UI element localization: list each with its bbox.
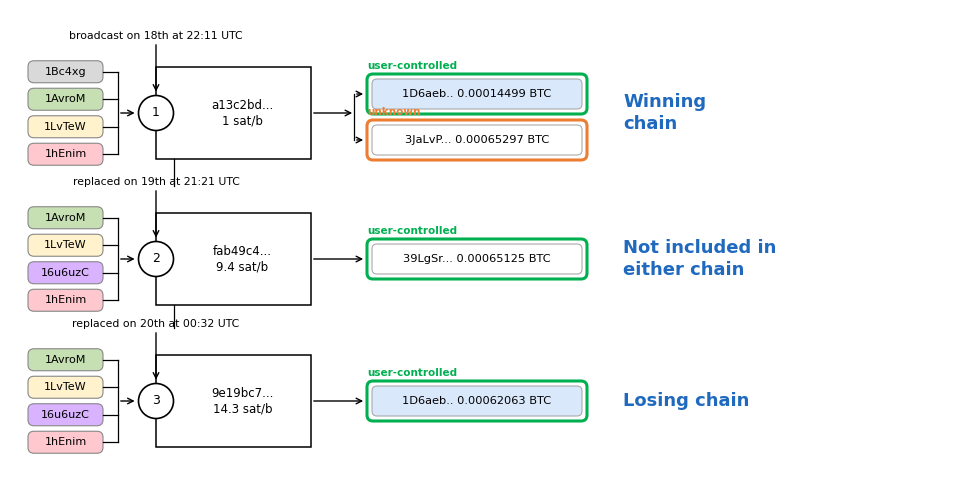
Text: 2: 2 <box>152 253 160 266</box>
Circle shape <box>139 96 173 130</box>
FancyBboxPatch shape <box>28 61 103 83</box>
FancyBboxPatch shape <box>28 143 103 165</box>
Text: 16u6uzC: 16u6uzC <box>41 268 90 278</box>
Text: 1hEnim: 1hEnim <box>44 149 87 159</box>
Text: a13c2bd...
1 sat/b: a13c2bd... 1 sat/b <box>211 99 273 127</box>
Text: unknown: unknown <box>367 107 421 117</box>
FancyBboxPatch shape <box>367 120 587 160</box>
FancyBboxPatch shape <box>28 376 103 398</box>
Text: 1hEnim: 1hEnim <box>44 295 87 305</box>
FancyBboxPatch shape <box>28 404 103 426</box>
FancyBboxPatch shape <box>28 289 103 311</box>
Text: replaced on 20th at 00:32 UTC: replaced on 20th at 00:32 UTC <box>73 319 240 329</box>
FancyBboxPatch shape <box>372 244 582 274</box>
Text: Losing chain: Losing chain <box>623 392 750 410</box>
Text: 1LvTeW: 1LvTeW <box>44 382 87 392</box>
Text: 39LgSr... 0.00065125 BTC: 39LgSr... 0.00065125 BTC <box>403 254 551 264</box>
Text: 1AvroM: 1AvroM <box>45 213 86 223</box>
FancyBboxPatch shape <box>367 381 587 421</box>
FancyBboxPatch shape <box>28 116 103 138</box>
Text: 1hEnim: 1hEnim <box>44 437 87 447</box>
Text: user-controlled: user-controlled <box>367 226 457 236</box>
Bar <box>156 355 311 447</box>
Text: 1AvroM: 1AvroM <box>45 355 86 365</box>
FancyBboxPatch shape <box>28 431 103 453</box>
FancyBboxPatch shape <box>372 125 582 155</box>
Text: Winning
chain: Winning chain <box>623 93 706 133</box>
FancyBboxPatch shape <box>28 234 103 256</box>
FancyBboxPatch shape <box>28 349 103 371</box>
Text: 3: 3 <box>152 394 160 407</box>
Text: 9e19bc7...
14.3 sat/b: 9e19bc7... 14.3 sat/b <box>211 387 273 415</box>
FancyBboxPatch shape <box>367 239 587 279</box>
Bar <box>156 213 311 305</box>
Text: 1AvroM: 1AvroM <box>45 94 86 104</box>
FancyBboxPatch shape <box>367 74 587 114</box>
Text: broadcast on 18th at 22:11 UTC: broadcast on 18th at 22:11 UTC <box>69 31 243 41</box>
Bar <box>156 67 311 159</box>
Text: Not included in
either chain: Not included in either chain <box>623 239 776 279</box>
FancyBboxPatch shape <box>372 386 582 416</box>
Text: fab49c4...
9.4 sat/b: fab49c4... 9.4 sat/b <box>213 245 272 273</box>
Text: 1Bc4xg: 1Bc4xg <box>45 67 86 77</box>
Text: 1D6aeb.. 0.00014499 BTC: 1D6aeb.. 0.00014499 BTC <box>402 89 552 99</box>
Circle shape <box>139 241 173 277</box>
FancyBboxPatch shape <box>28 88 103 110</box>
Text: 1LvTeW: 1LvTeW <box>44 240 87 250</box>
Text: replaced on 19th at 21:21 UTC: replaced on 19th at 21:21 UTC <box>73 177 239 187</box>
FancyBboxPatch shape <box>28 207 103 229</box>
Text: user-controlled: user-controlled <box>367 368 457 378</box>
Text: 1: 1 <box>152 107 160 120</box>
Text: user-controlled: user-controlled <box>367 61 457 71</box>
Text: 1LvTeW: 1LvTeW <box>44 122 87 132</box>
Text: 3JaLvP... 0.00065297 BTC: 3JaLvP... 0.00065297 BTC <box>405 135 549 145</box>
FancyBboxPatch shape <box>28 262 103 284</box>
FancyBboxPatch shape <box>372 79 582 109</box>
Text: 1D6aeb.. 0.00062063 BTC: 1D6aeb.. 0.00062063 BTC <box>402 396 552 406</box>
Text: 16u6uzC: 16u6uzC <box>41 410 90 420</box>
Circle shape <box>139 383 173 418</box>
